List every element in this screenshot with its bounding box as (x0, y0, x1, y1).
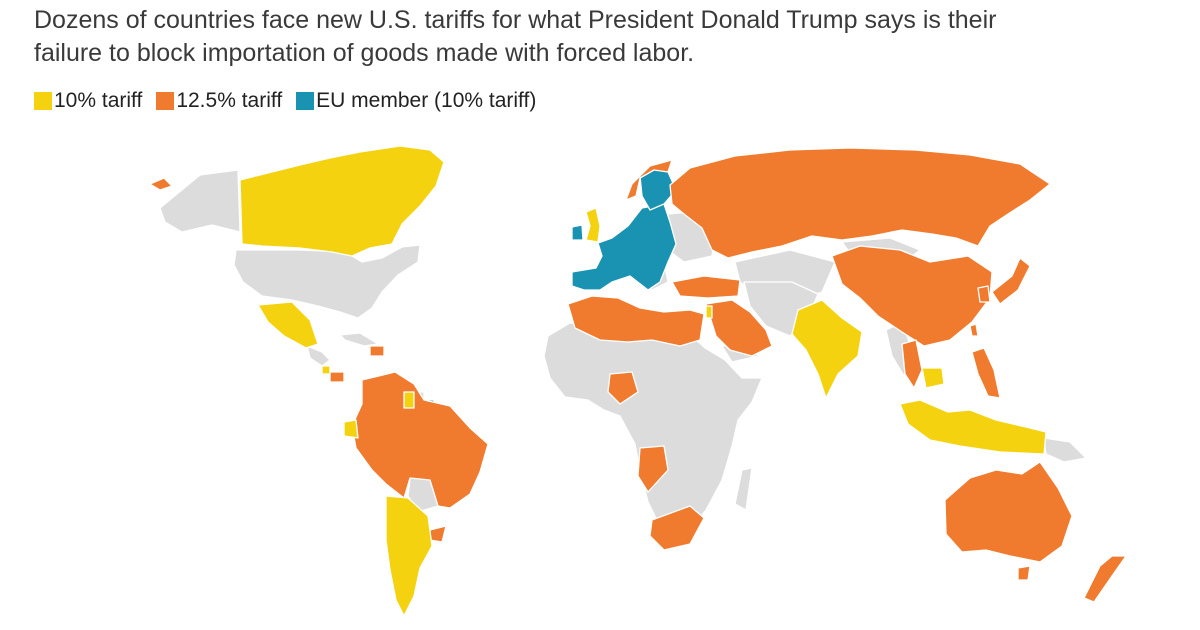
country-taiwan (969, 323, 979, 337)
legend-item-10-percent: 10% tariff (34, 89, 142, 113)
tariff-12-5-countries (149, 147, 1127, 603)
country-mexico (257, 301, 319, 349)
country-south-africa (649, 505, 705, 551)
country-united-states (233, 244, 421, 319)
headline-line-2: failure to block importation of goods ma… (34, 39, 695, 67)
country-alaska (159, 169, 241, 233)
region-africa (543, 322, 763, 535)
world-map-svg (149, 145, 1127, 617)
country-philippines (971, 347, 1001, 399)
country-tasmania (1017, 565, 1031, 581)
region-new-guinea-east (1043, 437, 1087, 463)
region-saudi-iraq (705, 299, 773, 357)
legend-swatch-10-percent (34, 92, 52, 110)
legend-label-10-percent: 10% tariff (54, 89, 143, 112)
country-south-korea (977, 285, 991, 303)
country-panama (329, 371, 345, 383)
legend: 10% tariff 12.5% tariff EU member (10% t… (34, 88, 536, 114)
country-iceland (149, 177, 173, 191)
tariff-10-countries (239, 145, 1047, 617)
country-angola (637, 445, 669, 493)
country-russia (669, 147, 1051, 259)
country-jordan (705, 305, 713, 319)
country-dominican-republic (369, 345, 385, 357)
country-uruguay (429, 525, 447, 543)
country-ecuador (343, 419, 359, 439)
region-argentina-chile (385, 495, 433, 617)
country-ireland (571, 224, 584, 241)
country-japan (991, 257, 1031, 305)
country-china (831, 245, 993, 347)
eu-member-countries (425, 167, 677, 413)
country-costa-rica (321, 365, 331, 375)
country-new-zealand (1083, 555, 1127, 603)
country-guyana (403, 391, 415, 409)
headline-line-1: Dozens of countries face new U.S. tariff… (34, 6, 997, 34)
country-vietnam (901, 339, 923, 389)
country-canada (239, 145, 445, 257)
world-map (0, 118, 1200, 630)
country-australia (944, 461, 1073, 563)
country-central-america (306, 345, 331, 367)
region-north-africa (567, 295, 705, 347)
legend-swatch-eu-member (296, 92, 315, 110)
country-united-kingdom (585, 207, 601, 243)
legend-label-12-5-percent: 12.5% tariff (176, 89, 283, 112)
country-turkey (671, 275, 741, 299)
country-india (791, 299, 863, 399)
legend-label-eu-member: EU member (10% tariff) (316, 89, 537, 112)
legend-swatch-12-5-percent (156, 92, 175, 110)
legend-item-12-5-percent: 12.5% tariff (156, 89, 282, 113)
country-norway (625, 159, 673, 201)
country-thailand-cambodia (921, 367, 945, 389)
region-south-america-north (351, 371, 489, 509)
headline: Dozens of countries face new U.S. tariff… (34, 4, 1174, 70)
region-eu-mainland (571, 203, 677, 291)
country-cuba (339, 332, 379, 347)
region-indonesia-malaysia (899, 399, 1047, 455)
legend-item-eu-member: EU member (10% tariff) (296, 89, 536, 113)
country-nigeria (607, 371, 639, 405)
country-madagascar (734, 467, 753, 511)
